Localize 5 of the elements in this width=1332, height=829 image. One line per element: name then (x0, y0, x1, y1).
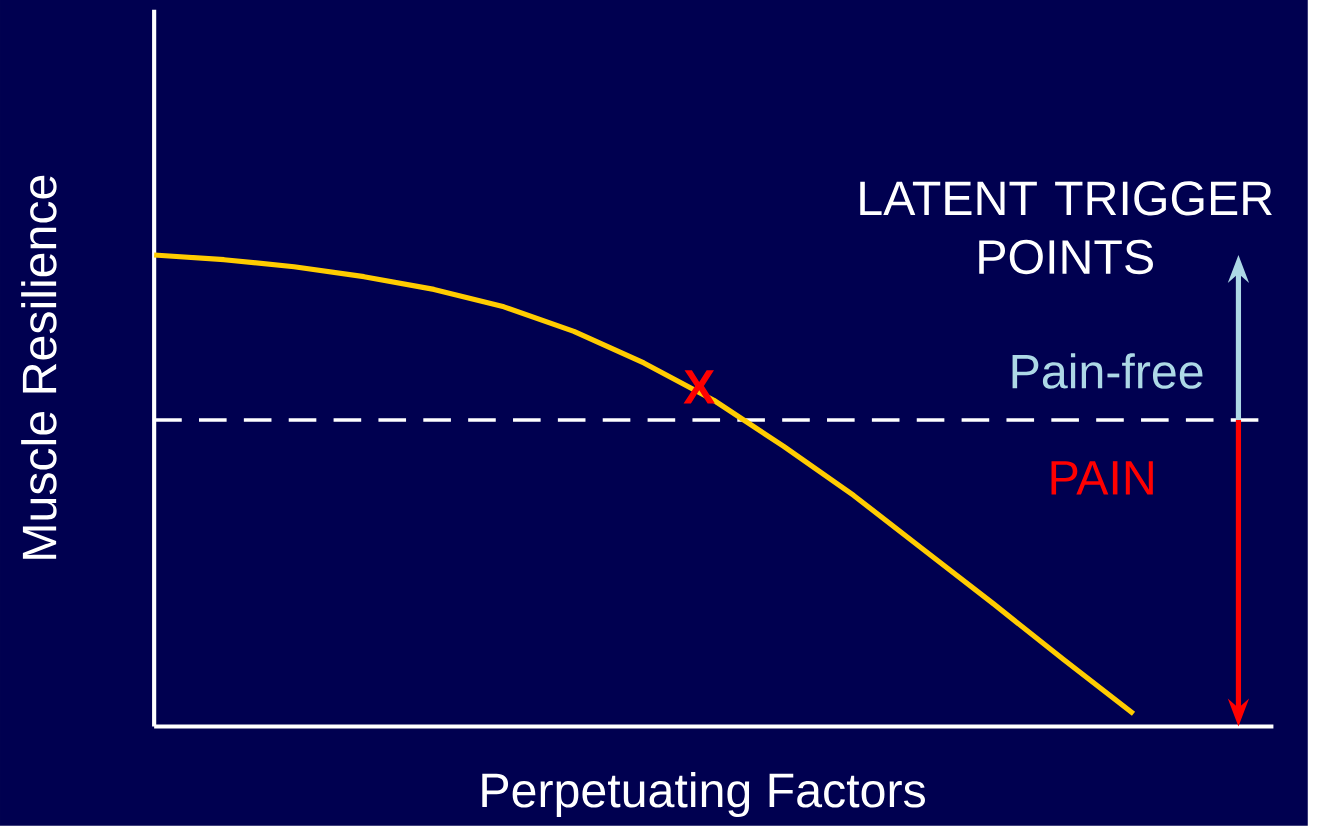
annotation: LATENT TRIGGER POINTS (860, 181, 1272, 275)
y-axis-title: Muscle Resilience (21, 175, 57, 560)
x-axis-title: Perpetuating Factors (482, 772, 925, 818)
annotation: Pain-free (1012, 353, 1203, 389)
annotation: PAIN (1051, 461, 1153, 495)
